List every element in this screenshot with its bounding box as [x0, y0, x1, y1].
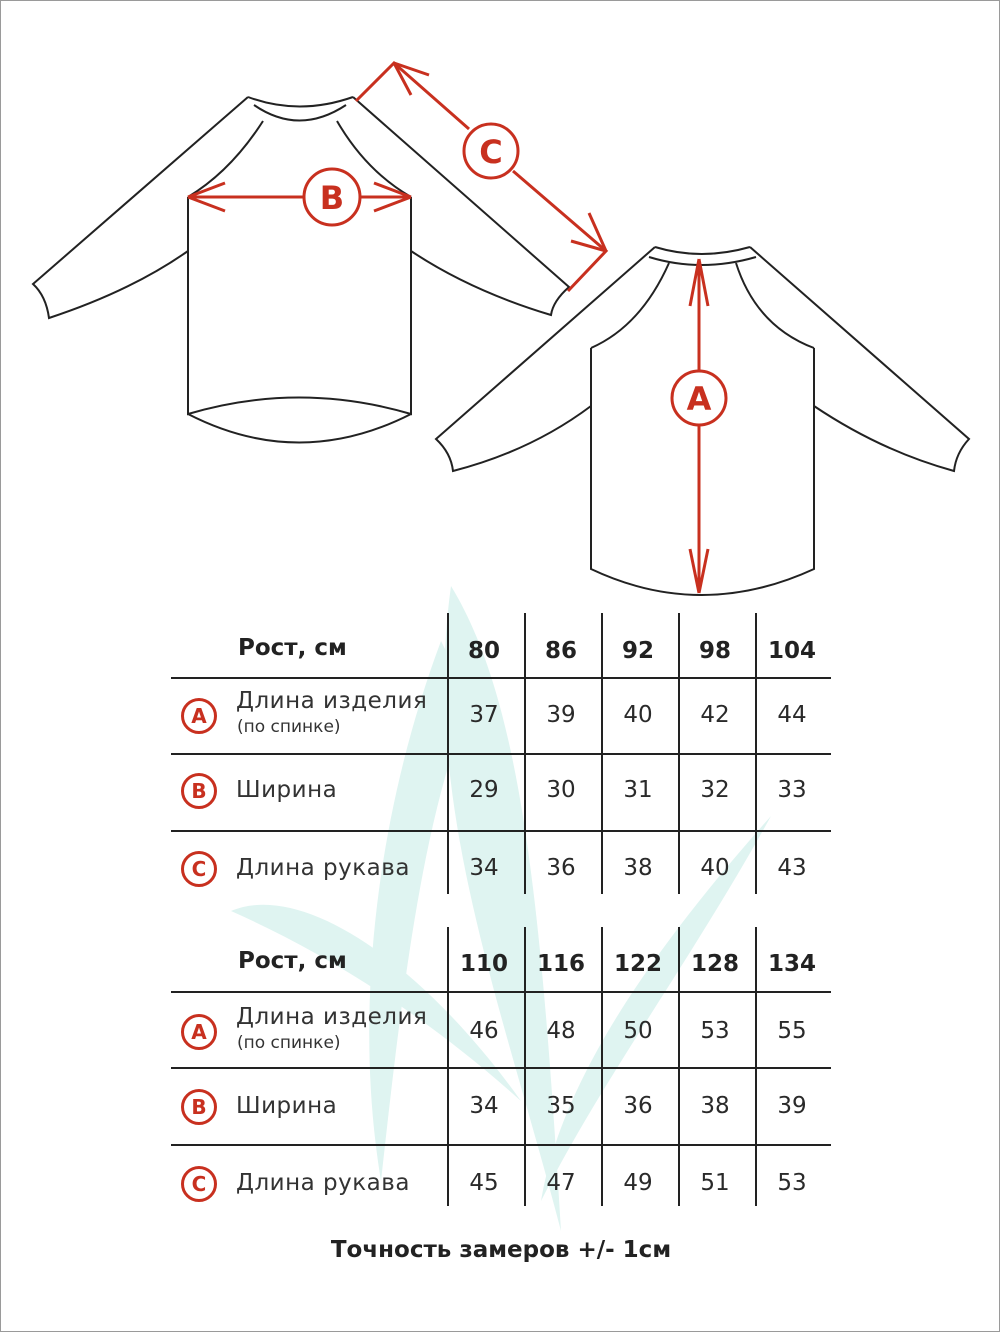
cell-value: 44 — [777, 702, 807, 728]
cell-value: 50 — [623, 1018, 653, 1044]
measurement-accuracy-note: Точность замеров +/- 1см — [330, 1237, 672, 1263]
column-divider — [447, 927, 449, 1206]
row-divider — [171, 1144, 831, 1146]
watermark-leaves — [231, 586, 771, 1231]
size-header: 134 — [767, 951, 817, 977]
back-view — [434, 246, 971, 596]
label-a: A — [687, 380, 712, 418]
cell-value: 34 — [469, 1093, 499, 1119]
row-divider — [171, 830, 831, 832]
cell-value: 53 — [777, 1170, 807, 1196]
length-arrow — [688, 258, 710, 594]
column-divider — [678, 613, 680, 894]
size-header: 86 — [544, 638, 578, 664]
column-divider — [601, 927, 603, 1206]
cell-value: 39 — [777, 1093, 807, 1119]
label-c: C — [479, 133, 502, 171]
size-header: 98 — [698, 638, 732, 664]
front-view — [31, 96, 571, 444]
measurement-badge: B — [181, 773, 217, 809]
column-divider — [755, 613, 757, 894]
cell-value: 38 — [700, 1093, 730, 1119]
measurement-arrows — [187, 60, 728, 594]
cell-value: 36 — [546, 855, 576, 881]
cell-value: 51 — [700, 1170, 730, 1196]
cell-value: 35 — [546, 1093, 576, 1119]
cell-value: 34 — [469, 855, 499, 881]
column-divider — [678, 927, 680, 1206]
size-header: 104 — [767, 638, 817, 664]
measurement-badge: A — [181, 1014, 217, 1050]
cell-value: 40 — [623, 702, 653, 728]
size-header: 80 — [467, 638, 501, 664]
row-divider — [171, 991, 831, 993]
cell-value: 31 — [623, 777, 653, 803]
size-header: 110 — [459, 951, 509, 977]
size-header: 116 — [536, 951, 586, 977]
row-label: Длина изделия — [236, 1004, 428, 1030]
measurement-badge: C — [181, 1166, 217, 1202]
row-label: Ширина — [236, 777, 338, 803]
measurement-badge: A — [181, 698, 217, 734]
cell-value: 46 — [469, 1018, 499, 1044]
column-divider — [447, 613, 449, 894]
label-b: B — [320, 179, 344, 217]
cell-value: 49 — [623, 1170, 653, 1196]
column-divider — [601, 613, 603, 894]
column-divider — [755, 927, 757, 1206]
row-label: Ширина — [236, 1093, 338, 1119]
size-header: 128 — [690, 951, 740, 977]
cell-value: 43 — [777, 855, 807, 881]
cell-value: 42 — [700, 702, 730, 728]
width-arrow — [187, 181, 412, 213]
cell-value: 38 — [623, 855, 653, 881]
column-divider — [524, 613, 526, 894]
cell-value: 36 — [623, 1093, 653, 1119]
cell-value: 32 — [700, 777, 730, 803]
cell-value: 45 — [469, 1170, 499, 1196]
header-label: Рост, см — [238, 948, 347, 974]
row-label: Длина рукава — [236, 1170, 410, 1196]
cell-value: 30 — [546, 777, 576, 803]
row-divider — [171, 1067, 831, 1069]
row-divider — [171, 677, 831, 679]
cell-value: 33 — [777, 777, 807, 803]
column-divider — [524, 927, 526, 1206]
cell-value: 29 — [469, 777, 499, 803]
cell-value: 37 — [469, 702, 499, 728]
row-sublabel: (по спинке) — [237, 717, 341, 737]
row-sublabel: (по спинке) — [237, 1033, 341, 1053]
cell-value: 40 — [700, 855, 730, 881]
size-header: 92 — [621, 638, 655, 664]
row-divider — [171, 753, 831, 755]
measurement-badge: B — [181, 1089, 217, 1125]
cell-value: 47 — [546, 1170, 576, 1196]
cell-value: 53 — [700, 1018, 730, 1044]
row-label: Длина рукава — [236, 855, 410, 881]
size-header: 122 — [613, 951, 663, 977]
row-label: Длина изделия — [236, 688, 428, 714]
cell-value: 55 — [777, 1018, 807, 1044]
measurement-badge: C — [181, 851, 217, 887]
cell-value: 48 — [546, 1018, 576, 1044]
header-label: Рост, см — [238, 635, 347, 661]
cell-value: 39 — [546, 702, 576, 728]
